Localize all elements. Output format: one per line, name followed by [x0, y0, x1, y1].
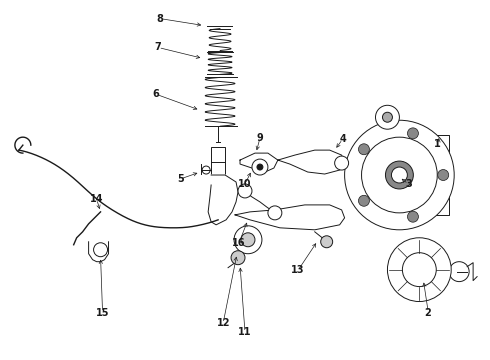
Text: 10: 10	[238, 179, 252, 189]
Circle shape	[375, 105, 399, 129]
Circle shape	[359, 144, 369, 155]
Text: 12: 12	[217, 319, 230, 328]
Circle shape	[388, 238, 451, 302]
Polygon shape	[235, 205, 344, 230]
Text: 15: 15	[96, 308, 109, 318]
Text: 11: 11	[238, 327, 252, 337]
Circle shape	[234, 226, 262, 254]
Circle shape	[241, 233, 255, 247]
Polygon shape	[240, 153, 278, 172]
Text: 5: 5	[177, 174, 184, 184]
Circle shape	[438, 170, 449, 180]
Polygon shape	[278, 150, 344, 174]
Text: 14: 14	[90, 194, 103, 204]
Circle shape	[257, 164, 263, 170]
Circle shape	[321, 236, 333, 248]
Text: 7: 7	[155, 42, 162, 52]
Text: 8: 8	[157, 14, 164, 24]
Circle shape	[238, 184, 252, 198]
Circle shape	[386, 161, 414, 189]
Text: 4: 4	[339, 134, 346, 144]
Polygon shape	[208, 175, 238, 225]
Circle shape	[359, 195, 369, 206]
Text: 1: 1	[435, 139, 441, 149]
Text: 9: 9	[256, 133, 263, 143]
Text: 16: 16	[232, 238, 246, 248]
Circle shape	[252, 159, 268, 175]
Circle shape	[408, 128, 418, 139]
Text: 6: 6	[153, 89, 160, 99]
Circle shape	[392, 167, 407, 183]
Circle shape	[344, 120, 454, 230]
Circle shape	[335, 156, 348, 170]
Text: 3: 3	[405, 179, 412, 189]
Text: 13: 13	[291, 265, 304, 275]
Circle shape	[408, 211, 418, 222]
Bar	[211, 147, 225, 175]
Circle shape	[231, 251, 245, 265]
Circle shape	[268, 206, 282, 220]
Text: 2: 2	[425, 308, 431, 318]
Circle shape	[383, 112, 392, 122]
